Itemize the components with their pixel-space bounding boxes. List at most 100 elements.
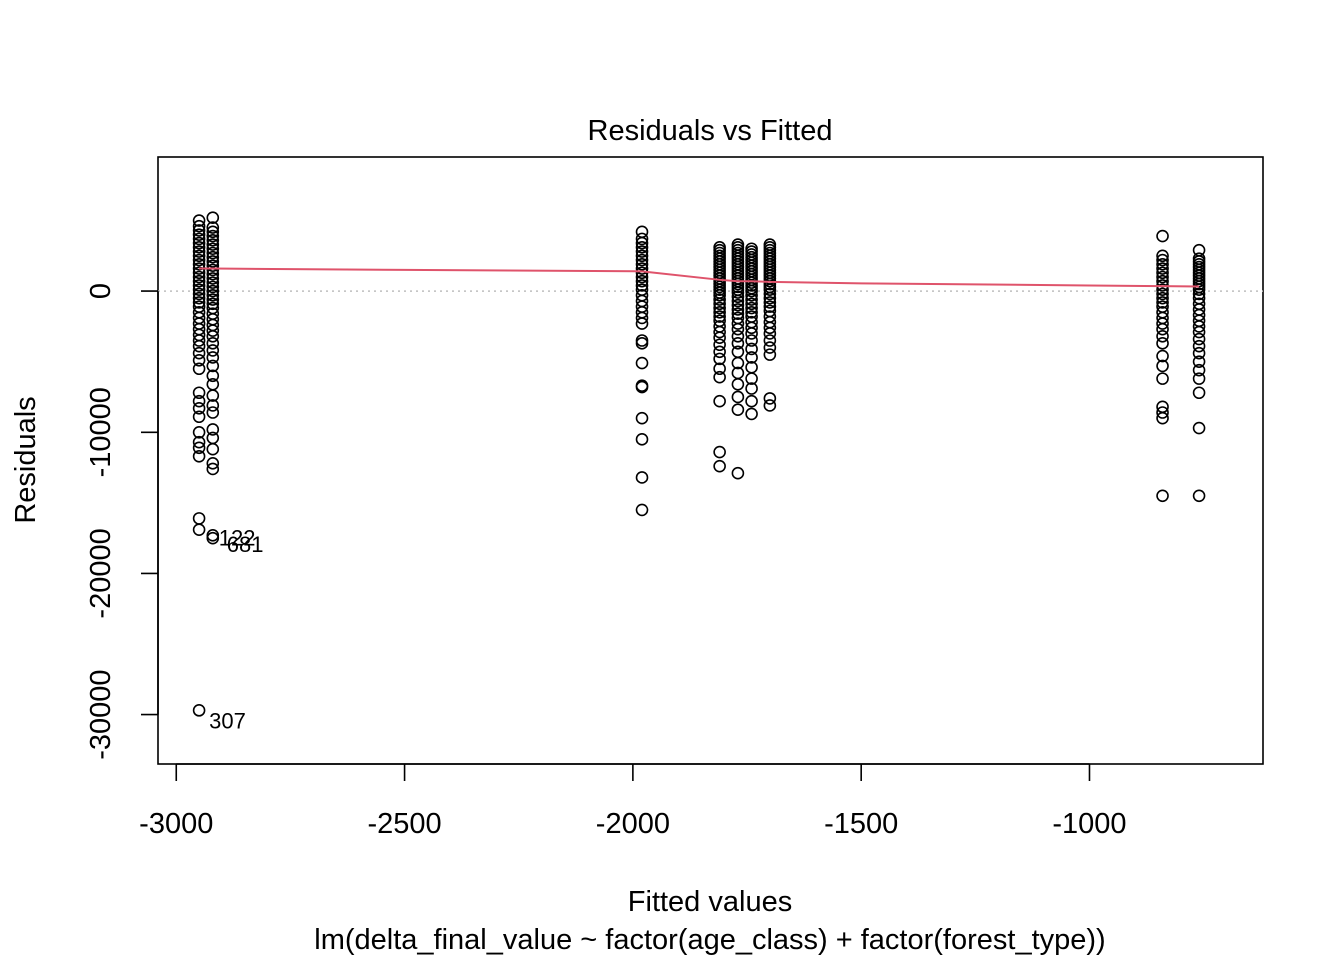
residual-point bbox=[1156, 329, 1169, 343]
residual-point bbox=[192, 353, 206, 367]
residual-point bbox=[763, 327, 777, 340]
residual-point bbox=[635, 411, 649, 425]
residual-point bbox=[635, 241, 649, 254]
residual-point bbox=[745, 289, 758, 302]
residual-point bbox=[635, 249, 649, 263]
residual-point bbox=[635, 433, 649, 446]
residual-point bbox=[192, 270, 206, 284]
residual-point bbox=[1156, 266, 1169, 280]
residual-point bbox=[192, 287, 206, 301]
outlier-label: 681 bbox=[227, 532, 264, 557]
residual-point bbox=[206, 389, 220, 402]
residual-point bbox=[192, 266, 206, 280]
residual-point bbox=[206, 324, 220, 337]
chart-title: Residuals vs Fitted bbox=[588, 115, 833, 147]
residual-point bbox=[745, 351, 758, 364]
residual-point bbox=[192, 232, 206, 246]
residual-point bbox=[745, 382, 758, 395]
residual-point bbox=[763, 321, 777, 335]
residual-point bbox=[731, 403, 745, 416]
residual-point bbox=[635, 311, 649, 325]
residual-point bbox=[713, 297, 726, 311]
residual-point bbox=[713, 301, 726, 315]
residual-point bbox=[731, 303, 745, 316]
residual-point bbox=[206, 431, 220, 445]
residual-point bbox=[192, 386, 206, 400]
residual-point bbox=[763, 300, 777, 313]
x-axis-label: Fitted values bbox=[628, 886, 792, 918]
residual-point bbox=[206, 211, 220, 224]
residual-point bbox=[1156, 270, 1169, 284]
x-tick-label: -1500 bbox=[824, 808, 898, 840]
residual-point bbox=[192, 257, 206, 271]
residual-point bbox=[713, 445, 726, 459]
residual-point bbox=[1192, 355, 1206, 368]
residual-point bbox=[1156, 257, 1169, 271]
residual-point bbox=[192, 362, 206, 376]
residual-point bbox=[192, 449, 206, 463]
x-tick-label: -1000 bbox=[1052, 808, 1126, 840]
y-tick-label: -20000 bbox=[85, 528, 117, 618]
residual-point bbox=[206, 377, 220, 391]
residual-point bbox=[731, 286, 745, 299]
residual-point bbox=[1192, 320, 1206, 333]
residual-point bbox=[745, 394, 758, 408]
residual-point bbox=[731, 345, 745, 359]
residual-point bbox=[192, 346, 206, 360]
residual-point bbox=[731, 356, 745, 370]
residual-point bbox=[192, 334, 206, 347]
residual-point bbox=[206, 238, 220, 251]
residual-point bbox=[206, 351, 220, 364]
residual-point bbox=[745, 284, 758, 298]
residual-point bbox=[1192, 372, 1206, 385]
residual-point bbox=[731, 298, 745, 312]
residual-point bbox=[635, 317, 649, 330]
residual-point bbox=[1192, 325, 1206, 339]
residual-points bbox=[192, 211, 1206, 717]
residual-point bbox=[206, 531, 220, 545]
residual-point bbox=[731, 322, 745, 336]
residual-point bbox=[763, 348, 777, 361]
residual-point bbox=[206, 406, 220, 419]
residual-point bbox=[1192, 363, 1206, 377]
residual-point bbox=[1156, 296, 1169, 309]
residual-point bbox=[1156, 262, 1169, 275]
residual-point bbox=[1156, 291, 1169, 305]
residual-point bbox=[731, 466, 745, 480]
residual-point bbox=[731, 307, 745, 320]
residual-point bbox=[745, 297, 758, 311]
residual-point bbox=[635, 232, 649, 246]
residual-point bbox=[635, 245, 649, 258]
residual-point bbox=[192, 253, 206, 267]
residual-point bbox=[1192, 339, 1206, 353]
residual-point bbox=[763, 283, 777, 296]
residual-point bbox=[763, 334, 777, 347]
residual-point bbox=[192, 245, 206, 258]
residual-point bbox=[192, 228, 206, 241]
residual-point bbox=[206, 263, 220, 277]
residual-point bbox=[206, 242, 220, 256]
y-tick-label: -30000 bbox=[85, 669, 117, 759]
residual-point bbox=[1192, 386, 1206, 400]
residual-point bbox=[713, 293, 726, 306]
residual-point bbox=[745, 334, 758, 347]
residual-point bbox=[1156, 489, 1169, 503]
residual-point bbox=[1156, 287, 1169, 301]
residual-point bbox=[192, 219, 206, 233]
residual-point bbox=[192, 291, 206, 305]
x-tick-label: -2500 bbox=[367, 808, 441, 840]
x-tick-label: -3000 bbox=[139, 808, 213, 840]
residual-point bbox=[635, 356, 649, 370]
residual-point bbox=[206, 221, 220, 234]
residual-point bbox=[192, 425, 206, 439]
residual-point bbox=[635, 257, 649, 271]
x-axis: -3000 -2500 -2000 -1500 -1000 bbox=[139, 763, 1127, 840]
y-axis: -30000 -20000 -10000 0 bbox=[85, 283, 159, 760]
residual-point bbox=[192, 394, 206, 408]
residual-point bbox=[745, 342, 758, 356]
residual-point bbox=[763, 296, 777, 309]
residual-point bbox=[713, 345, 726, 359]
residual-point bbox=[763, 291, 777, 305]
residual-point bbox=[1192, 332, 1206, 346]
